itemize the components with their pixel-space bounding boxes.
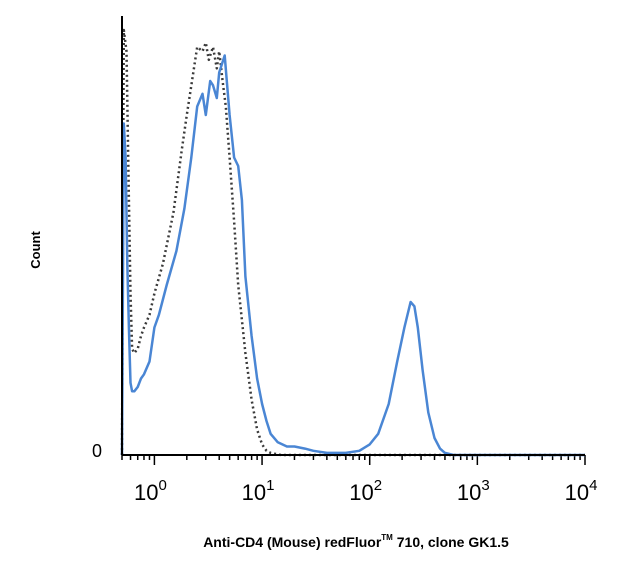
x-axis-label-main: Anti-CD4 (Mouse) redFluor — [203, 534, 382, 550]
x-tick-label: 100 — [134, 477, 167, 505]
x-tick-label: 101 — [242, 477, 275, 505]
x-axis-label: Anti-CD4 (Mouse) redFluorTM 710, clone G… — [203, 533, 509, 550]
x-tick-label: 103 — [457, 477, 490, 505]
x-tick-labels: 100 101 102 103 104 — [134, 477, 597, 505]
x-axis-ticks — [121, 455, 586, 465]
x-axis-label-tm: TM — [381, 533, 393, 542]
x-tick-label: 104 — [565, 477, 598, 505]
y-axis-label: Count — [28, 231, 43, 269]
series-line-solid — [120, 54, 585, 457]
series-line-dotted — [120, 28, 585, 457]
y-zero-label: 0 — [92, 441, 102, 461]
x-tick-label: 102 — [349, 477, 382, 505]
series-layer — [120, 28, 585, 457]
x-axis-label-rest: 710, clone GK1.5 — [393, 534, 509, 550]
